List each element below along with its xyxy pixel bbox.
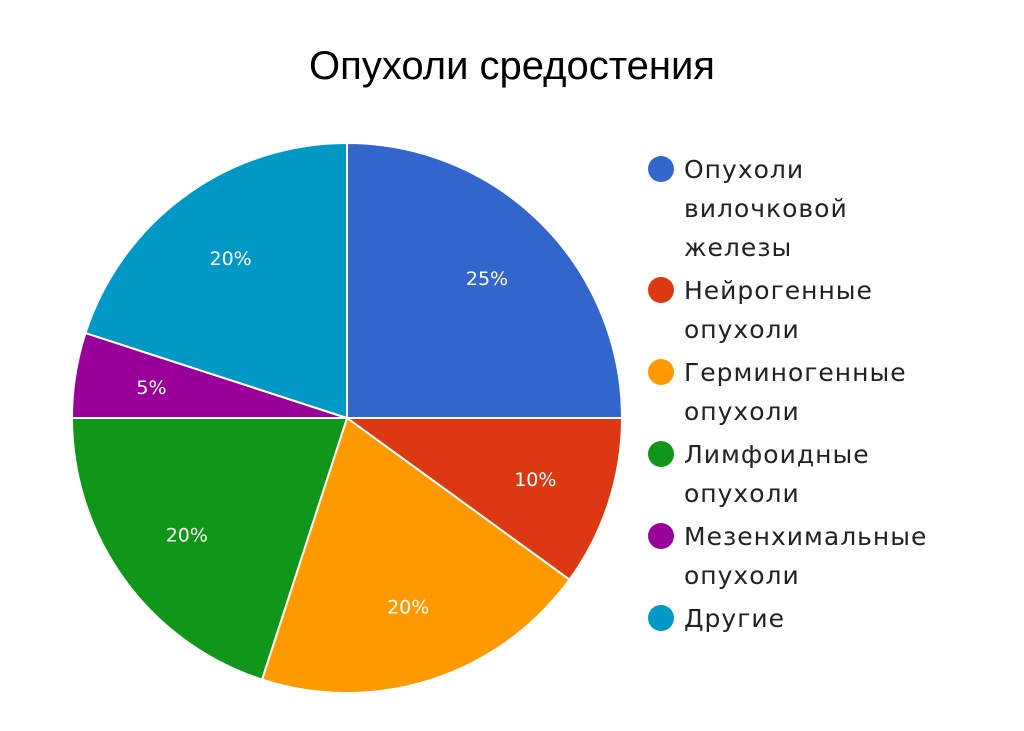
legend-dot-icon <box>648 277 674 303</box>
pie-slice <box>84 141 348 420</box>
slice-percent-label: 20% <box>166 524 208 546</box>
pie-slice <box>343 417 624 582</box>
legend-item-lymphoid: Лимфоидные опухоли <box>648 435 984 513</box>
legend-item-neurogenic: Нейрогенные опухоли <box>648 271 984 349</box>
chart-title: Опухоли средостения <box>309 44 715 88</box>
slice-percent-label: 5% <box>136 377 166 399</box>
legend-label: Нейрогенные опухоли <box>684 276 873 344</box>
legend-dot-icon <box>648 156 674 182</box>
legend-label: Герминогенные опухоли <box>684 358 907 426</box>
legend-item-mesenchymal: Мезенхимальные опухоли <box>648 517 984 595</box>
slice-percent-label: 25% <box>466 268 508 290</box>
legend-dot-icon <box>648 523 674 549</box>
legend-label: Опухоли вилочковой железы <box>684 155 848 262</box>
legend-dot-icon <box>648 605 674 631</box>
legend-label: Лимфоидные опухоли <box>684 440 870 508</box>
slice-percent-label: 20% <box>210 248 252 270</box>
slice-percent-label: 20% <box>387 596 429 618</box>
legend-dot-icon <box>648 441 674 467</box>
slice-percent-label: 10% <box>514 469 556 491</box>
pie-slice <box>260 416 571 694</box>
legend-item-other: Другие <box>648 599 984 638</box>
legend-item-germinogenic: Герминогенные опухоли <box>648 353 984 431</box>
legend-item-thymus: Опухоли вилочковой железы <box>648 150 984 267</box>
legend-dot-icon <box>648 359 674 385</box>
legend-label: Другие <box>684 604 785 633</box>
pie-slice <box>70 417 349 681</box>
pie-slice <box>346 141 624 419</box>
legend-label: Мезенхимальные опухоли <box>684 522 928 590</box>
legend: Опухоли вилочковой железы Нейрогенные оп… <box>648 150 984 642</box>
